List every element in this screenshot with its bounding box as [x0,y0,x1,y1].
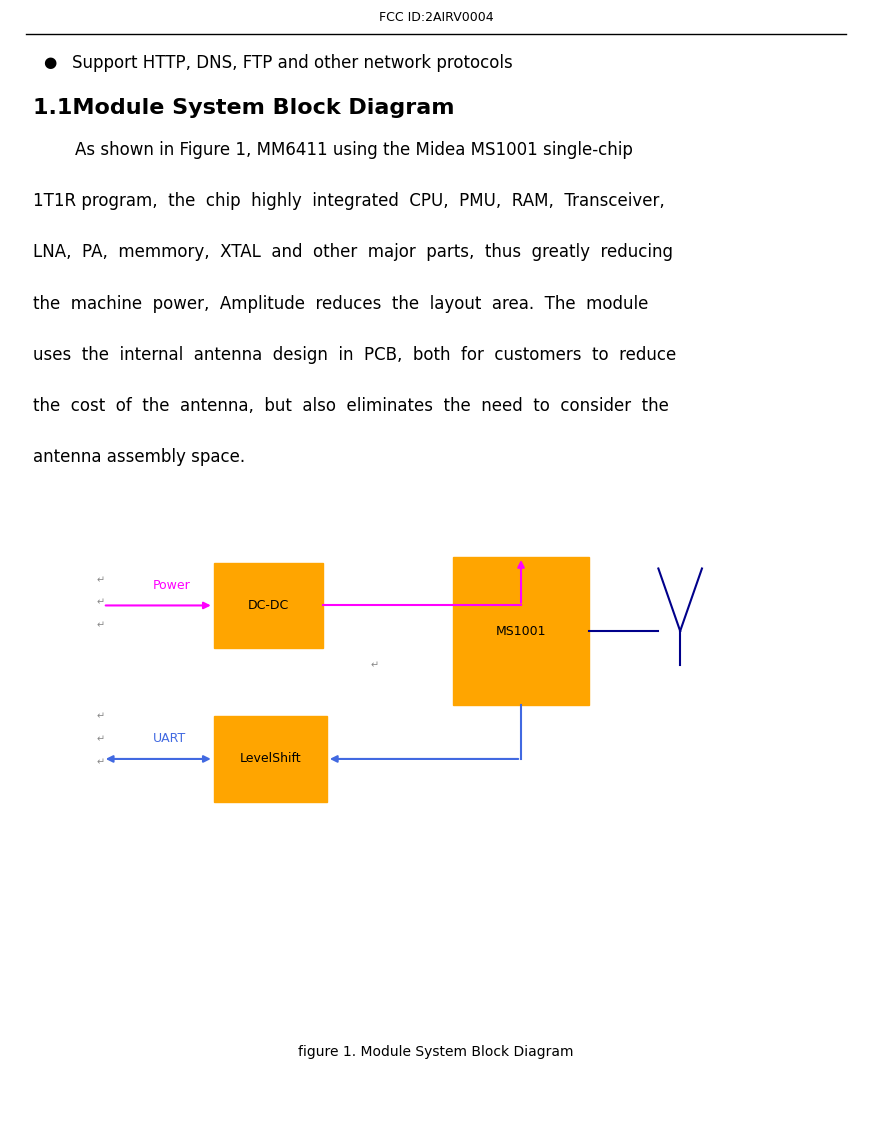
Text: 1T1R program,  the  chip  highly  integrated  CPU,  PMU,  RAM,  Transceiver,: 1T1R program, the chip highly integrated… [33,192,664,210]
Text: DC-DC: DC-DC [248,599,289,612]
Text: ●: ● [44,55,57,70]
Text: ↵: ↵ [96,621,105,630]
Text: ↵: ↵ [96,575,105,584]
Text: FCC ID:2AIRV0004: FCC ID:2AIRV0004 [378,11,494,24]
Text: ↵: ↵ [96,598,105,607]
Text: figure 1. Module System Block Diagram: figure 1. Module System Block Diagram [298,1045,574,1059]
Text: Power: Power [153,579,190,591]
Bar [453,557,589,705]
Text: 1.1Module System Block Diagram: 1.1Module System Block Diagram [33,98,454,118]
Text: As shown in Figure 1, MM6411 using the Midea MS1001 single-chip: As shown in Figure 1, MM6411 using the M… [33,141,633,159]
Text: uses  the  internal  antenna  design  in  PCB,  both  for  customers  to  reduce: uses the internal antenna design in PCB,… [33,346,677,364]
Text: the  cost  of  the  antenna,  but  also  eliminates  the  need  to  consider  th: the cost of the antenna, but also elimin… [33,397,669,415]
Text: antenna assembly space.: antenna assembly space. [33,448,245,466]
Text: ↵: ↵ [96,757,105,766]
Text: ↵: ↵ [96,712,105,721]
Text: LevelShift: LevelShift [240,753,301,765]
Text: Support HTTP, DNS, FTP and other network protocols: Support HTTP, DNS, FTP and other network… [72,53,512,72]
Bar [214,563,323,648]
Text: LNA,  PA,  memmory,  XTAL  and  other  major  parts,  thus  greatly  reducing: LNA, PA, memmory, XTAL and other major p… [33,243,673,262]
Text: ↵: ↵ [371,661,379,670]
Text: the  machine  power,  Amplitude  reduces  the  layout  area.  The  module: the machine power, Amplitude reduces the… [33,294,649,313]
Text: UART: UART [153,732,186,746]
Text: MS1001: MS1001 [496,624,546,638]
Bar [214,716,327,802]
Text: ↵: ↵ [96,735,105,744]
